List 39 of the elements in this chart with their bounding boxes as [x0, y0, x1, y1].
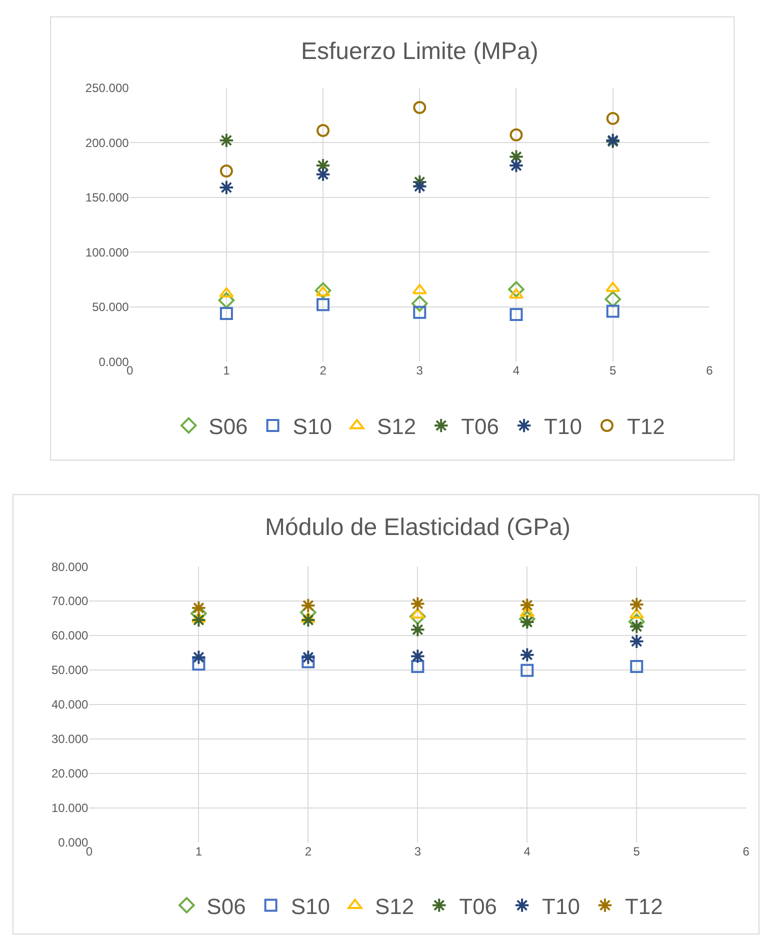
legend-label: S12 [376, 414, 416, 440]
legend-label: S06 [206, 894, 246, 919]
legend-label: T06 [461, 414, 500, 440]
y-tick-label: 150.000 [85, 190, 130, 205]
y-tick-label: 100.000 [85, 245, 130, 260]
x-tick-label: 4 [524, 844, 531, 858]
x-tick-label: 5 [610, 364, 617, 378]
y-tick-label: 10.000 [52, 801, 89, 816]
legend-label: S12 [374, 894, 414, 919]
x-tick-label: 4 [512, 364, 520, 378]
legend-label: T12 [624, 894, 663, 919]
y-tick-label: 20.000 [52, 766, 89, 781]
x-tick-label: 6 [742, 844, 750, 858]
y-tick-label: 30.000 [52, 732, 89, 746]
legend-label: T10 [544, 414, 582, 440]
chart-title: Módulo de Elasticidad (GPa) [265, 514, 570, 541]
y-tick-label: 200.000 [85, 136, 130, 150]
legend-label: T12 [626, 414, 665, 440]
x-tick-label: 2 [304, 844, 312, 858]
legend-label: S10 [290, 894, 330, 919]
legend-label: T10 [542, 894, 580, 919]
y-tick-label: 50.000 [52, 663, 89, 678]
x-tick-label: 2 [320, 364, 327, 378]
x-tick-label: 5 [633, 844, 640, 858]
y-tick-label: 60.000 [52, 628, 89, 643]
x-tick-label: 6 [706, 364, 714, 378]
y-tick-label: 250.000 [85, 80, 130, 95]
chart-title: Esfuerzo Limite (MPa) [301, 38, 538, 65]
y-tick-label: 50.000 [92, 300, 130, 314]
x-tick-label: 1 [223, 364, 230, 378]
legend-label: T06 [459, 894, 498, 919]
legend-label: S10 [292, 414, 332, 440]
x-tick-label: 3 [414, 844, 422, 858]
x-tick-label: 3 [416, 364, 424, 378]
legend-label: S06 [208, 414, 248, 440]
x-tick-label: 1 [195, 844, 202, 858]
y-tick-label: 80.000 [52, 560, 89, 574]
y-tick-label: 70.000 [52, 594, 89, 608]
y-tick-label: 40.000 [52, 698, 89, 712]
